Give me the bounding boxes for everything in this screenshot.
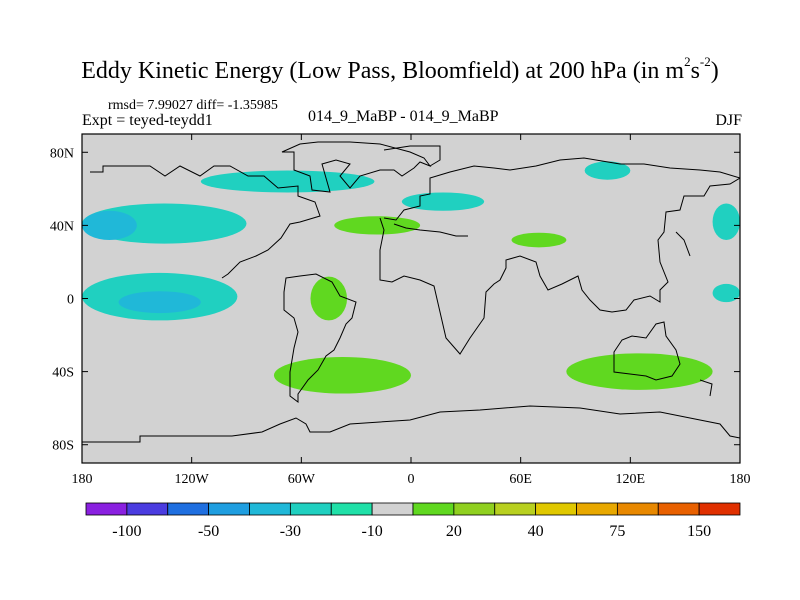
title-main: Eddy Kinetic Energy (Low Pass, Bloomfiel… bbox=[81, 58, 685, 84]
field-region-arctic-canada-negative bbox=[200, 170, 375, 193]
coast-south-america bbox=[283, 273, 357, 403]
field-region-siberia-negative bbox=[584, 161, 631, 180]
colorbar-swatch bbox=[412, 502, 455, 516]
colorbar-label: 40 bbox=[528, 523, 544, 540]
colorbar-label: 150 bbox=[687, 523, 711, 540]
x-tick-label: 180 bbox=[730, 472, 751, 487]
field-region-north-pacific-core bbox=[82, 210, 137, 241]
y-tick-label: 40N bbox=[50, 219, 74, 234]
colorbar-swatch bbox=[208, 502, 250, 516]
case-label: 014_9_MaBP - 014_9_MaBP bbox=[308, 108, 499, 125]
y-tick-label: 40S bbox=[52, 366, 74, 381]
colorbar-label: -50 bbox=[198, 523, 219, 540]
field-region-tropical-pacific-core bbox=[118, 291, 201, 314]
x-tick-label: 60W bbox=[288, 472, 316, 487]
field-region-north-atlantic-negative bbox=[401, 192, 485, 211]
colorbar-label: 20 bbox=[446, 523, 462, 540]
x-tick-label: 120E bbox=[616, 472, 646, 487]
colorbar-label: 75 bbox=[609, 523, 625, 540]
y-tick-label: 80N bbox=[50, 146, 74, 161]
colorbar-swatch bbox=[494, 502, 537, 516]
colorbar-label: -30 bbox=[280, 523, 301, 540]
coast-mediterranean bbox=[393, 223, 468, 237]
coast-antarctica bbox=[82, 405, 740, 443]
colorbar-swatch bbox=[453, 502, 496, 516]
colorbar-swatch bbox=[249, 502, 291, 516]
colorbar: -100 -50 -30 -10 20 40 75 150 bbox=[85, 502, 741, 540]
experiment-label: Expt = teyed-teydd1 bbox=[82, 112, 213, 129]
field-region-southern-ocean-positive bbox=[273, 356, 411, 394]
title-s: s bbox=[690, 58, 700, 84]
colorbar-swatch bbox=[535, 502, 577, 516]
coast-new-zealand bbox=[699, 379, 713, 397]
colorbar-swatch bbox=[330, 502, 373, 516]
x-tick-label: 0 bbox=[408, 472, 415, 487]
coast-north-eurasia bbox=[383, 157, 740, 221]
y-tick-label: 80S bbox=[52, 439, 74, 454]
chart-title: Eddy Kinetic Energy (Low Pass, Bloomfiel… bbox=[0, 54, 800, 85]
coast-australia bbox=[613, 321, 681, 381]
x-tick-label: 60E bbox=[509, 472, 532, 487]
season-label: DJF bbox=[715, 112, 742, 129]
colorbar-label: -10 bbox=[361, 523, 382, 540]
coast-north-america bbox=[90, 165, 321, 279]
colorbar-swatch bbox=[698, 502, 741, 516]
coast-greenland bbox=[383, 145, 441, 167]
y-tick-label: 0 bbox=[67, 293, 74, 308]
x-tick-label: 180 bbox=[72, 472, 93, 487]
field-region-tropical-atlantic-positive bbox=[310, 276, 348, 321]
coast-europe-asia bbox=[379, 177, 740, 355]
field-region-east-pacific-negative bbox=[712, 283, 740, 303]
title-superscript-2: 2 bbox=[684, 54, 691, 69]
stats-text: rmsd= 7.99027 diff= -1.35985 bbox=[108, 98, 278, 113]
field-region-south-indian-positive bbox=[566, 353, 713, 390]
x-tick-label: 120W bbox=[175, 472, 210, 487]
coast-japan bbox=[675, 231, 691, 257]
colorbar-swatch bbox=[657, 502, 700, 516]
colorbar-swatch bbox=[126, 502, 169, 516]
colorbar-swatch bbox=[167, 502, 210, 516]
coast-canadian-arctic bbox=[281, 141, 432, 193]
colorbar-swatch bbox=[289, 502, 332, 516]
title-superscript-minus-2: -2 bbox=[699, 54, 711, 69]
axes-layer: 180 120W 60W 0 60E 120E 180 80N 40N 0 40S 80S bbox=[50, 134, 751, 487]
colorbar-swatch bbox=[371, 502, 414, 516]
field-region-north-pacific-east-negative bbox=[712, 203, 740, 241]
coastlines bbox=[82, 141, 740, 443]
colorbar-swatch bbox=[85, 502, 128, 516]
colorbar-swatch bbox=[616, 502, 659, 516]
field-layer bbox=[82, 161, 740, 394]
field-region-atlantic-positive bbox=[334, 216, 421, 235]
field-region-asia-positive bbox=[511, 232, 567, 248]
colorbar-label: -100 bbox=[112, 523, 141, 540]
title-close-paren: ) bbox=[710, 58, 719, 84]
colorbar-swatch bbox=[576, 502, 618, 516]
